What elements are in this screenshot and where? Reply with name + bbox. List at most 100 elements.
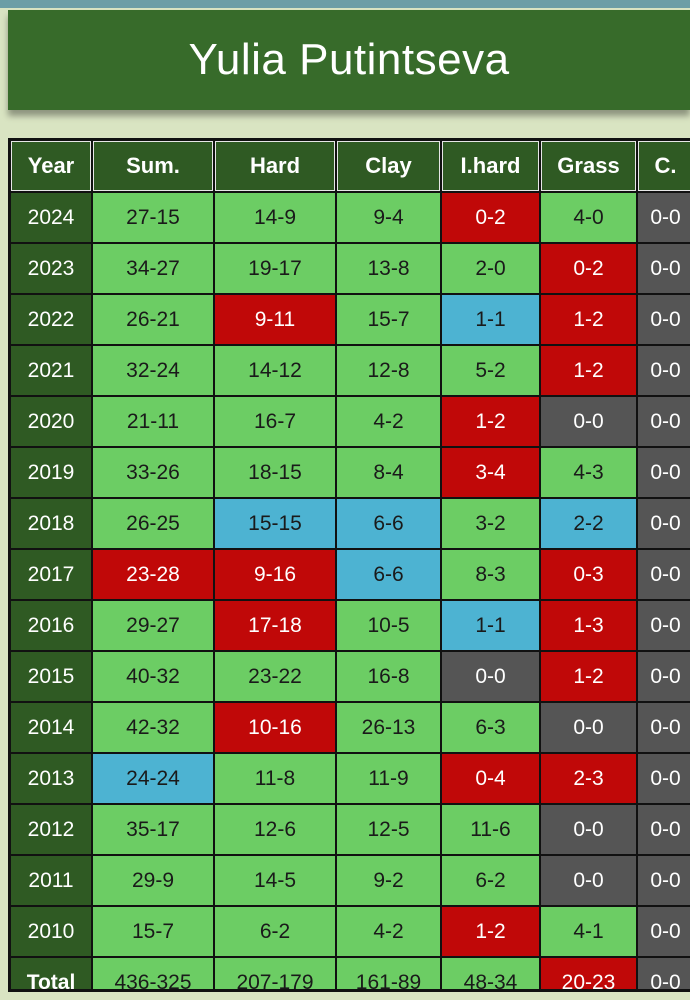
year-cell: 2021 bbox=[11, 346, 91, 395]
record-cell: 0-0 bbox=[638, 244, 690, 293]
record-cell: 13-8 bbox=[337, 244, 440, 293]
record-cell: 0-0 bbox=[541, 805, 636, 854]
record-cell: 0-0 bbox=[638, 907, 690, 956]
record-cell: 0-0 bbox=[638, 754, 690, 803]
record-cell: 0-0 bbox=[638, 550, 690, 599]
column-header: Year bbox=[11, 141, 91, 191]
record-cell: 35-17 bbox=[93, 805, 213, 854]
record-cell: 32-24 bbox=[93, 346, 213, 395]
total-label: Total bbox=[11, 958, 91, 989]
record-cell: 0-4 bbox=[442, 754, 539, 803]
year-cell: 2020 bbox=[11, 397, 91, 446]
year-cell: 2013 bbox=[11, 754, 91, 803]
year-cell: 2017 bbox=[11, 550, 91, 599]
record-cell: 26-13 bbox=[337, 703, 440, 752]
record-cell: 15-15 bbox=[215, 499, 335, 548]
record-cell: 6-3 bbox=[442, 703, 539, 752]
year-cell: 2024 bbox=[11, 193, 91, 242]
record-cell: 2-3 bbox=[541, 754, 636, 803]
record-cell: 207-179 bbox=[215, 958, 335, 989]
record-cell: 1-3 bbox=[541, 601, 636, 650]
column-header: Hard bbox=[215, 141, 335, 191]
year-cell: 2014 bbox=[11, 703, 91, 752]
record-cell: 3-4 bbox=[442, 448, 539, 497]
record-cell: 6-2 bbox=[442, 856, 539, 905]
year-cell: 2016 bbox=[11, 601, 91, 650]
record-cell: 26-21 bbox=[93, 295, 213, 344]
record-cell: 9-16 bbox=[215, 550, 335, 599]
record-cell: 9-2 bbox=[337, 856, 440, 905]
record-cell: 33-26 bbox=[93, 448, 213, 497]
record-cell: 20-23 bbox=[541, 958, 636, 989]
record-cell: 1-2 bbox=[541, 346, 636, 395]
record-cell: 11-8 bbox=[215, 754, 335, 803]
title-banner: Yulia Putintseva bbox=[8, 10, 690, 110]
record-cell: 4-3 bbox=[541, 448, 636, 497]
record-cell: 42-32 bbox=[93, 703, 213, 752]
record-cell: 29-27 bbox=[93, 601, 213, 650]
record-cell: 6-2 bbox=[215, 907, 335, 956]
record-cell: 8-3 bbox=[442, 550, 539, 599]
record-cell: 1-2 bbox=[541, 652, 636, 701]
year-cell: 2022 bbox=[11, 295, 91, 344]
record-cell: 6-6 bbox=[337, 550, 440, 599]
record-cell: 436-325 bbox=[93, 958, 213, 989]
record-cell: 8-4 bbox=[337, 448, 440, 497]
record-cell: 9-11 bbox=[215, 295, 335, 344]
record-cell: 4-2 bbox=[337, 907, 440, 956]
record-cell: 23-28 bbox=[93, 550, 213, 599]
column-header: C. bbox=[638, 141, 690, 191]
record-cell: 0-0 bbox=[541, 856, 636, 905]
record-cell: 14-9 bbox=[215, 193, 335, 242]
page-title: Yulia Putintseva bbox=[188, 35, 510, 84]
record-cell: 1-1 bbox=[442, 295, 539, 344]
record-cell: 15-7 bbox=[93, 907, 213, 956]
record-cell: 0-2 bbox=[541, 244, 636, 293]
record-cell: 0-2 bbox=[442, 193, 539, 242]
record-cell: 0-0 bbox=[638, 805, 690, 854]
record-cell: 1-2 bbox=[541, 295, 636, 344]
record-cell: 161-89 bbox=[337, 958, 440, 989]
year-cell: 2019 bbox=[11, 448, 91, 497]
record-cell: 0-0 bbox=[638, 448, 690, 497]
record-cell: 11-6 bbox=[442, 805, 539, 854]
year-cell: 2012 bbox=[11, 805, 91, 854]
top-strip bbox=[0, 0, 690, 8]
record-cell: 23-22 bbox=[215, 652, 335, 701]
year-cell: 2023 bbox=[11, 244, 91, 293]
record-cell: 26-25 bbox=[93, 499, 213, 548]
year-cell: 2015 bbox=[11, 652, 91, 701]
year-cell: 2010 bbox=[11, 907, 91, 956]
record-cell: 4-2 bbox=[337, 397, 440, 446]
record-cell: 3-2 bbox=[442, 499, 539, 548]
record-cell: 17-18 bbox=[215, 601, 335, 650]
record-cell: 0-0 bbox=[638, 652, 690, 701]
record-cell: 19-17 bbox=[215, 244, 335, 293]
record-cell: 0-0 bbox=[638, 856, 690, 905]
record-cell: 0-0 bbox=[638, 397, 690, 446]
record-cell: 48-34 bbox=[442, 958, 539, 989]
record-cell: 40-32 bbox=[93, 652, 213, 701]
record-cell: 1-2 bbox=[442, 397, 539, 446]
record-cell: 0-0 bbox=[638, 703, 690, 752]
record-cell: 0-0 bbox=[541, 397, 636, 446]
stats-table: Year Sum. Hard Clay I.hard Grass C. 2024 27-15 14… bbox=[8, 138, 690, 992]
record-cell: 0-3 bbox=[541, 550, 636, 599]
column-header: Clay bbox=[337, 141, 440, 191]
record-cell: 9-4 bbox=[337, 193, 440, 242]
record-cell: 14-5 bbox=[215, 856, 335, 905]
column-header: I.hard bbox=[442, 141, 539, 191]
record-cell: 0-0 bbox=[638, 295, 690, 344]
record-cell: 1-2 bbox=[442, 907, 539, 956]
record-cell: 16-8 bbox=[337, 652, 440, 701]
record-cell: 16-7 bbox=[215, 397, 335, 446]
column-header: Grass bbox=[541, 141, 636, 191]
record-cell: 21-11 bbox=[93, 397, 213, 446]
record-cell: 0-0 bbox=[638, 193, 690, 242]
record-cell: 0-0 bbox=[541, 703, 636, 752]
record-cell: 12-8 bbox=[337, 346, 440, 395]
record-cell: 4-1 bbox=[541, 907, 636, 956]
record-cell: 1-1 bbox=[442, 601, 539, 650]
record-cell: 12-5 bbox=[337, 805, 440, 854]
record-cell: 12-6 bbox=[215, 805, 335, 854]
